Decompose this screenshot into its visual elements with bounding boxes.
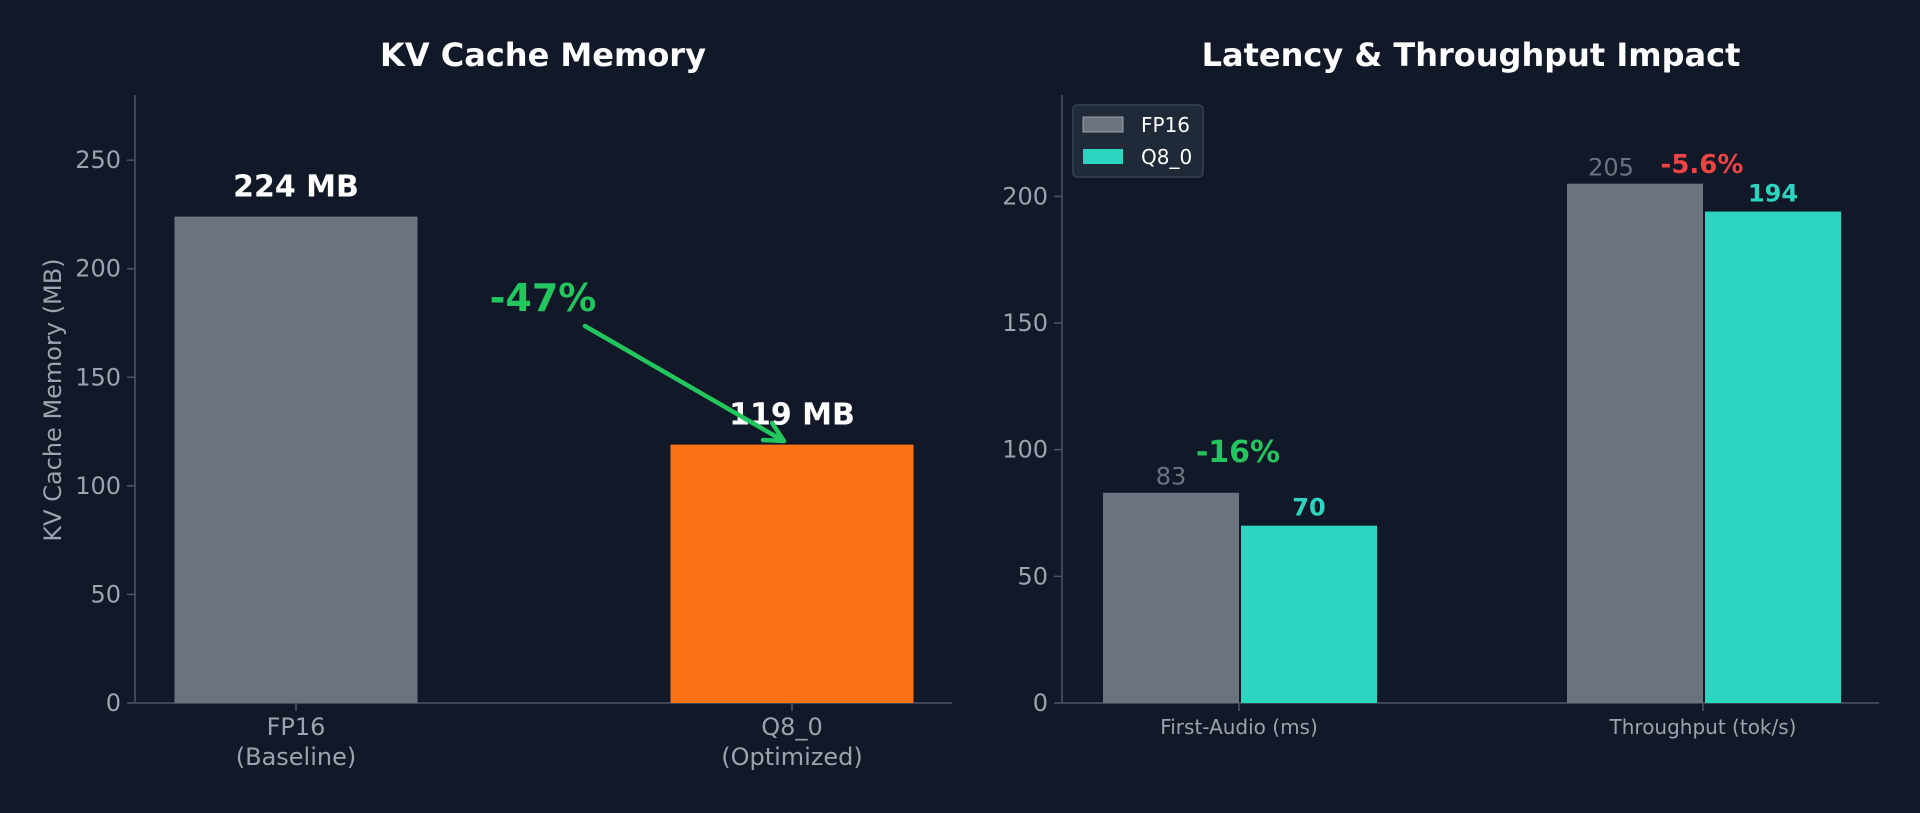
legend-swatch-fp16 [1082,116,1124,133]
kv-x-tick-label: Q8_0 (Optimized) [721,713,863,771]
legend: FP16 Q8_0 [1072,104,1204,178]
kv-value-label: 224 MB [233,170,359,205]
kv-plot-area: 0 50 100 150 200 250 FP16 (Baseline) 224 MB Q8_0(… [75,95,952,771]
kv-y-tick-label: 150 [75,363,121,391]
kv-reduction-annotation: -47% [490,276,597,320]
latency-y-tick-label: 200 [1002,182,1048,210]
latency-y-tick-label: 50 [1017,562,1048,590]
kv-bar [670,444,914,703]
kv-value-label: 119 MB [729,398,855,433]
q8-bar [1705,211,1841,704]
latency-plot-area: 0 50 100 150 200 First-Audio (ms) 83 70 Throughp… [1002,95,1879,739]
fp16-bar [1103,492,1239,703]
kv-y-tick-label: 200 [75,255,121,283]
q8-value-label: 70 [1292,494,1325,522]
kv-y-tick-label: 100 [75,472,121,500]
kv-y-tick-label: 50 [90,580,121,608]
legend-label-fp16: FP16 [1141,113,1190,137]
latency-y-tick-label: 100 [1002,436,1048,464]
kv-bar [174,216,418,703]
kv-reduction-arrow [582,323,787,444]
latency-y-tick-label: 0 [1033,689,1048,717]
kv-y-tick-label: 250 [75,146,121,174]
latency-change-annotation: -16% [1196,435,1280,470]
latency-y-tick-label: 150 [1002,309,1048,337]
latency-throughput-chart: Latency & Throughput Impact 0 50 100 150 200… [1002,36,1879,739]
latency-chart-title: Latency & Throughput Impact [1202,36,1741,74]
throughput-change-annotation: -5.6% [1661,150,1744,180]
fp16-value-label: 205 [1588,154,1634,182]
q8-bar [1241,525,1377,703]
kv-x-tick-label: FP16 (Baseline) [236,713,356,771]
kv-y-tick-label: 0 [106,689,121,717]
fp16-value-label: 83 [1156,463,1187,491]
latency-x-tick-label: Throughput (tok/s) [1609,715,1797,739]
kv-cache-chart: KV Cache Memory KV Cache Memory (MB) 0 50… [39,36,952,771]
legend-swatch-q8 [1083,149,1123,164]
q8-value-label: 194 [1748,180,1798,208]
legend-label-q8: Q8_0 [1141,145,1192,169]
kv-chart-ylabel: KV Cache Memory (MB) [39,258,67,541]
latency-x-tick-label: First-Audio (ms) [1160,715,1318,739]
kv-chart-title: KV Cache Memory [380,36,706,74]
fp16-bar [1567,183,1703,703]
